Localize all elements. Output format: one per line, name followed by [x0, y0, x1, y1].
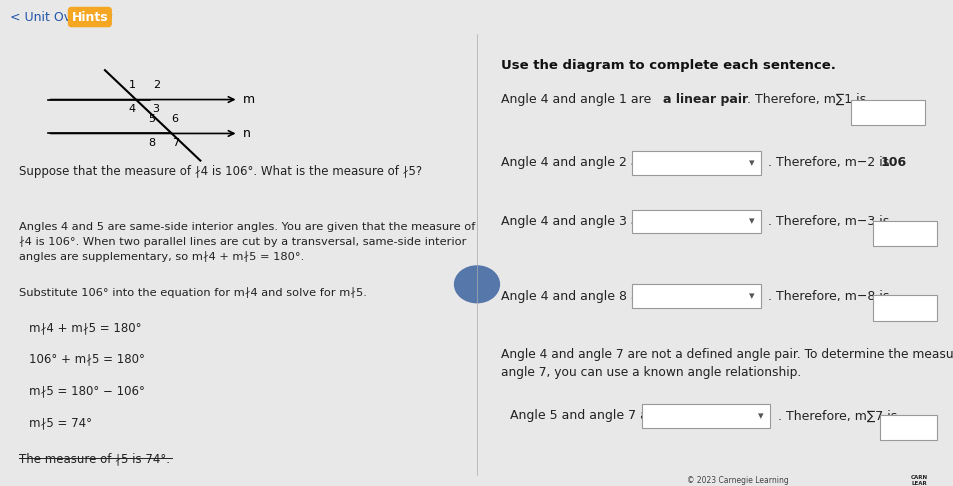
FancyBboxPatch shape	[872, 295, 936, 321]
Text: Angle 4 and angle 7 are not a defined angle pair. To determine the measure of
an: Angle 4 and angle 7 are not a defined an…	[500, 348, 953, 379]
Text: ▾: ▾	[758, 411, 763, 421]
Text: . Therefore, m∑7 is: . Therefore, m∑7 is	[777, 409, 896, 422]
FancyBboxPatch shape	[640, 404, 770, 428]
Text: Angle 4 and angle 2 are: Angle 4 and angle 2 are	[500, 156, 650, 169]
Text: ▾: ▾	[748, 158, 754, 168]
FancyBboxPatch shape	[631, 210, 760, 233]
Text: Angle 4 and angle 3 are: Angle 4 and angle 3 are	[500, 215, 650, 228]
Text: . Therefore, m−3 is: . Therefore, m−3 is	[767, 215, 888, 228]
Circle shape	[454, 266, 499, 303]
Text: Suppose that the measure of ∤4 is 106°. What is the measure of ∤5?: Suppose that the measure of ∤4 is 106°. …	[19, 165, 422, 178]
Text: 106: 106	[879, 156, 905, 169]
FancyBboxPatch shape	[872, 221, 936, 246]
Text: 3: 3	[152, 104, 159, 114]
FancyBboxPatch shape	[631, 284, 760, 308]
Text: m: m	[243, 93, 255, 106]
Text: Use the diagram to complete each sentence.: Use the diagram to complete each sentenc…	[500, 59, 835, 72]
Text: Substitute 106° into the equation for m∤4 and solve for m∤5.: Substitute 106° into the equation for m∤…	[19, 287, 367, 298]
Text: a linear pair: a linear pair	[662, 93, 747, 106]
Text: n: n	[243, 127, 251, 140]
Text: . Therefore, m−8 is: . Therefore, m−8 is	[767, 290, 888, 303]
Text: 106° + m∤5 = 180°: 106° + m∤5 = 180°	[29, 353, 144, 365]
Text: ▾: ▾	[748, 217, 754, 226]
Text: 2: 2	[152, 80, 159, 90]
Text: © 2023 Carnegie Learning: © 2023 Carnegie Learning	[686, 476, 788, 485]
Text: 7: 7	[172, 138, 178, 148]
Text: Hints: Hints	[71, 11, 108, 23]
FancyBboxPatch shape	[631, 151, 760, 174]
Text: 6: 6	[172, 114, 178, 124]
Text: m∤5 = 74°: m∤5 = 74°	[29, 416, 91, 429]
Text: Angle 5 and angle 7 are: Angle 5 and angle 7 are	[510, 409, 660, 422]
Text: 5: 5	[148, 114, 154, 124]
Text: Angle 4 and angle 1 are: Angle 4 and angle 1 are	[500, 93, 655, 106]
Text: . Therefore, m∑1 is: . Therefore, m∑1 is	[745, 93, 864, 106]
Text: < Unit Overview: < Unit Overview	[10, 11, 112, 23]
Text: 1: 1	[129, 80, 135, 90]
Text: CARN
LEAR: CARN LEAR	[910, 475, 927, 486]
FancyBboxPatch shape	[850, 100, 924, 125]
Text: 8: 8	[148, 138, 154, 148]
Text: Angles 4 and 5 are same-side interior angles. You are given that the measure of
: Angles 4 and 5 are same-side interior an…	[19, 222, 475, 262]
Text: m∤5 = 180° − 106°: m∤5 = 180° − 106°	[29, 384, 144, 397]
Text: 4: 4	[129, 104, 135, 114]
Text: ▾: ▾	[748, 291, 754, 301]
Text: Angle 4 and angle 8 are: Angle 4 and angle 8 are	[500, 290, 651, 303]
Text: m∤4 + m∤5 = 180°: m∤4 + m∤5 = 180°	[29, 321, 141, 334]
FancyBboxPatch shape	[879, 415, 936, 440]
Text: The measure of ∤5 is 74°.: The measure of ∤5 is 74°.	[19, 452, 170, 465]
Text: . Therefore, m−2 is: . Therefore, m−2 is	[767, 156, 892, 169]
